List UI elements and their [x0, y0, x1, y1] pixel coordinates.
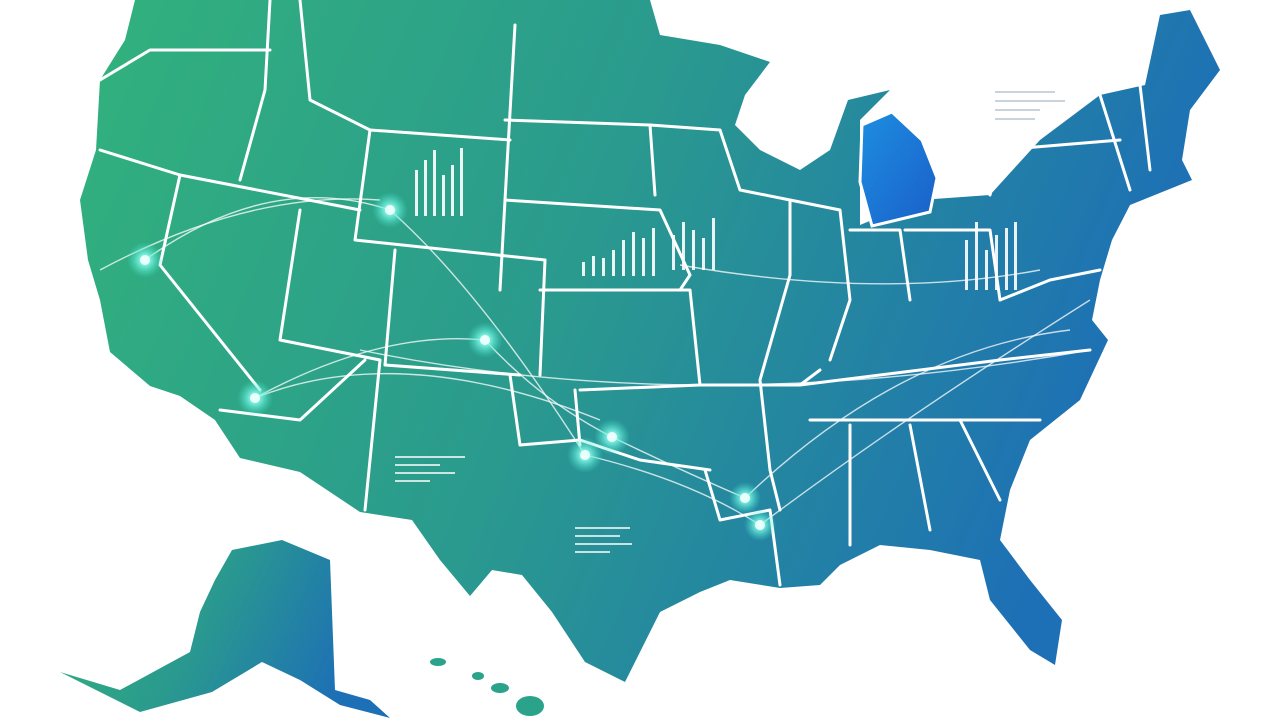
- state-borders: [98, 0, 1152, 587]
- bar-glyph: [582, 218, 715, 276]
- nodes: [127, 192, 776, 541]
- michigan: [858, 110, 939, 228]
- alaska: [60, 540, 390, 718]
- bar-glyph: [415, 148, 463, 216]
- hawaii: [430, 658, 544, 716]
- bar-glyph: [965, 222, 1017, 290]
- connections: [99, 197, 1091, 526]
- text-lines: [395, 91, 1065, 553]
